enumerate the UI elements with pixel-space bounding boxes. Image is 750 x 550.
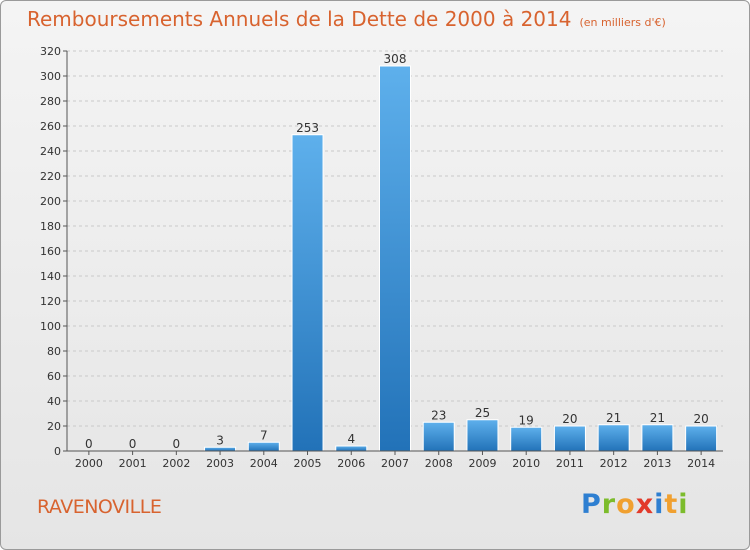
y-tick-label: 40 bbox=[47, 395, 61, 408]
x-tick-label-2010: 2010 bbox=[512, 457, 540, 470]
value-label-2012: 21 bbox=[606, 411, 621, 425]
x-tick-label-2004: 2004 bbox=[250, 457, 278, 470]
bar-2005 bbox=[291, 134, 324, 452]
value-label-2007: 308 bbox=[384, 52, 407, 66]
y-tick-label: 20 bbox=[47, 420, 61, 433]
value-label-2002: 0 bbox=[173, 437, 181, 451]
bar-2013 bbox=[641, 424, 674, 452]
value-label-2000: 0 bbox=[85, 437, 93, 451]
x-tick-label-2008: 2008 bbox=[425, 457, 453, 470]
y-tick-label: 320 bbox=[40, 45, 61, 58]
x-tick-label-2002: 2002 bbox=[162, 457, 190, 470]
chart-title-text: Remboursements Annuels de la Dette de 20… bbox=[27, 7, 572, 31]
x-tick-label-2013: 2013 bbox=[643, 457, 671, 470]
value-label-2008: 23 bbox=[431, 408, 446, 422]
x-tick-label-2011: 2011 bbox=[556, 457, 584, 470]
value-label-2011: 20 bbox=[562, 412, 577, 426]
x-tick-label-2001: 2001 bbox=[119, 457, 147, 470]
bar-2008 bbox=[422, 421, 455, 452]
bar-2007 bbox=[379, 65, 411, 452]
x-tick-label-2005: 2005 bbox=[294, 457, 322, 470]
value-label-2005: 253 bbox=[296, 121, 319, 135]
y-tick-label: 220 bbox=[40, 170, 61, 183]
value-label-2001: 0 bbox=[129, 437, 137, 451]
y-tick-label: 60 bbox=[47, 370, 61, 383]
x-tick-label-2007: 2007 bbox=[381, 457, 409, 470]
y-tick-label: 160 bbox=[40, 245, 61, 258]
value-label-2010: 19 bbox=[519, 413, 534, 427]
bar-2003 bbox=[204, 446, 237, 452]
bar-2012 bbox=[597, 424, 630, 452]
bar-2006 bbox=[335, 445, 368, 452]
value-label-2004: 7 bbox=[260, 428, 268, 442]
bar-2009 bbox=[466, 419, 499, 452]
proxiti-logo: Proxiti bbox=[581, 489, 689, 520]
x-tick-label-2014: 2014 bbox=[687, 457, 715, 470]
y-tick-label: 180 bbox=[40, 220, 61, 233]
x-tick-label-2000: 2000 bbox=[75, 457, 103, 470]
y-tick-label: 80 bbox=[47, 345, 61, 358]
x-tick-label-2012: 2012 bbox=[600, 457, 628, 470]
bar-layer bbox=[204, 65, 718, 452]
value-label-2013: 21 bbox=[650, 411, 665, 425]
y-tick-label: 140 bbox=[40, 270, 61, 283]
y-tick-label: 100 bbox=[40, 320, 61, 333]
bar-2011 bbox=[553, 425, 586, 452]
axis-layer: 0204060801001201401601802002202402602803… bbox=[40, 45, 723, 470]
y-tick-label: 200 bbox=[40, 195, 61, 208]
chart-unit-label: (en milliers d'€) bbox=[579, 16, 666, 29]
y-tick-label: 0 bbox=[54, 445, 61, 458]
x-tick-label-2003: 2003 bbox=[206, 457, 234, 470]
y-tick-label: 120 bbox=[40, 295, 61, 308]
label-layer: 0 0 0 3 7 253 4 308 23 25 19 20 21 21 20 bbox=[85, 52, 709, 451]
x-tick-label-2009: 2009 bbox=[468, 457, 496, 470]
y-tick-label: 240 bbox=[40, 145, 61, 158]
y-tick-label: 300 bbox=[40, 70, 61, 83]
value-label-2009: 25 bbox=[475, 406, 490, 420]
y-tick-label: 260 bbox=[40, 120, 61, 133]
bar-2004 bbox=[247, 441, 280, 452]
bar-2010 bbox=[510, 426, 543, 452]
x-tick-label-2006: 2006 bbox=[337, 457, 365, 470]
value-label-2003: 3 bbox=[216, 433, 224, 447]
value-label-2006: 4 bbox=[347, 432, 355, 446]
bar-2014 bbox=[685, 425, 718, 452]
value-label-2014: 20 bbox=[693, 412, 708, 426]
commune-name: RAVENOVILLE bbox=[37, 496, 162, 518]
chart-title: Remboursements Annuels de la Dette de 20… bbox=[27, 7, 666, 31]
y-tick-label: 280 bbox=[40, 95, 61, 108]
